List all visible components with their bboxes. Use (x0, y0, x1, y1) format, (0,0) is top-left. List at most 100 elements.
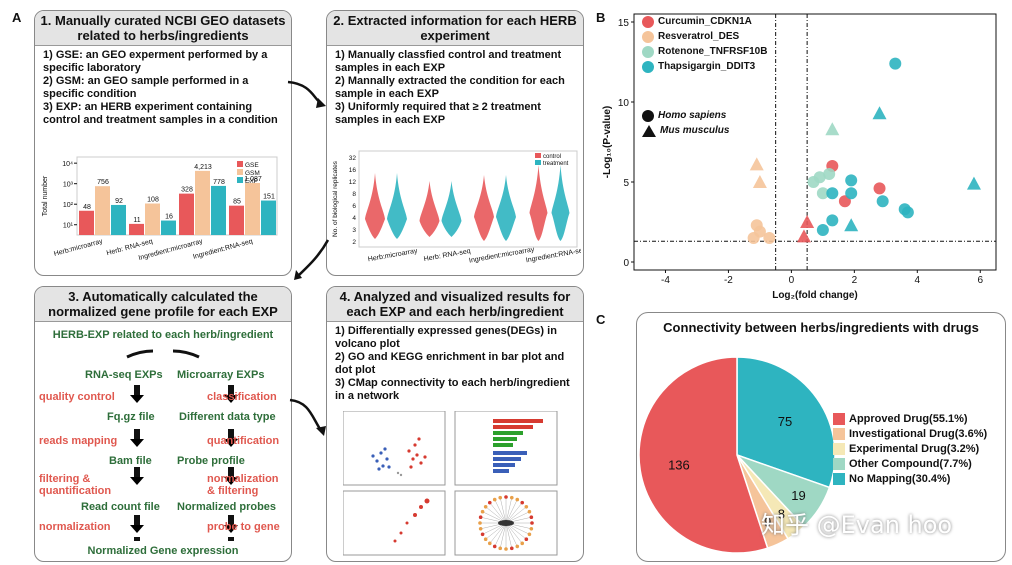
box-visualized-results: 4. Analyzed and visualized results for e… (326, 286, 584, 562)
pie-legend-label: Experimental Drug(3.2%) (849, 442, 980, 455)
step-fq-file: Fq.gz file (107, 411, 155, 423)
op-normalization-filtering: normalization & filtering (207, 473, 279, 497)
bar-value-label: 328 (181, 187, 193, 194)
bar-legend-label: GSM (245, 170, 260, 177)
volcano-point (844, 218, 859, 232)
network-edge (505, 522, 523, 544)
box-extracted-info: 2. Extracted information for each HERB e… (326, 10, 584, 276)
volcano-xtick-label: 2 (852, 275, 858, 286)
bar-exp (261, 200, 276, 235)
rna-seq-head: RNA-seq EXPs (85, 369, 163, 381)
network-node (498, 495, 503, 500)
bar-exp (111, 204, 126, 235)
volcano-point (889, 57, 902, 70)
violin-ytick-label: 3 (352, 227, 356, 234)
violin-legend-label: treatment (543, 161, 569, 167)
bar-value-label: 4,213 (194, 164, 212, 171)
network-node (480, 509, 485, 514)
box2-title: 2. Extracted information for each HERB e… (327, 11, 583, 46)
panel-label-c: C (596, 312, 606, 327)
network-edge (489, 522, 507, 544)
step-normalized-probes: Normalized probes (177, 501, 277, 513)
volcano-point (752, 175, 767, 188)
pie-legend-item: No Mapping(30.4%) (833, 471, 987, 486)
pie-legend-item: Other Compound(7.7%) (833, 456, 987, 471)
network-edge (494, 499, 507, 524)
volcano-thumbnail (343, 411, 446, 486)
volcano-point (813, 171, 826, 184)
violin-control (529, 165, 548, 241)
volcano-ylabel: -Log₁₀(P-value) (602, 106, 613, 179)
volcano-plot: -4 -2 0 2 4 6 0 5 10 15 Log₂(fold change) -Log₁₀(P-… (602, 13, 997, 301)
network-node (529, 515, 534, 520)
result-thumbnails (343, 411, 558, 556)
violin-treatment (496, 175, 516, 241)
volcano-xtick-label: 4 (915, 275, 921, 286)
op-probe-to-gene: probe to gene (207, 521, 280, 533)
volcano-point (826, 187, 839, 200)
pie-legend-item: Approved Drug(55.1%) (833, 411, 987, 426)
network-node (504, 495, 508, 499)
bar-value-label: 85 (233, 199, 241, 206)
down-arrow-shaft (228, 467, 234, 477)
volcano-point (901, 206, 914, 219)
volcano-point (800, 215, 815, 228)
box-curated-datasets: 1. Manually curated NCBI GEO datasets re… (34, 10, 292, 276)
volcano-xtick-label: 6 (977, 275, 983, 286)
box1-title: 1. Manually curated NCBI GEO datasets re… (35, 11, 291, 46)
box2-item-2: 2) Mannally extracted the condition for … (335, 75, 565, 100)
volcano-point (763, 232, 776, 244)
step-bam-file: Bam file (109, 455, 152, 467)
step-read-count: Read count file (81, 501, 160, 513)
volcano-ytick-label: 5 (623, 178, 629, 189)
network-node (530, 521, 534, 525)
network-edge (505, 502, 523, 524)
network-node (492, 497, 497, 502)
volcano-legend: Curcumin_CDKN1A Resveratrol_DES Rotenone_T… (642, 14, 767, 74)
volcano-ytick-label: 0 (623, 258, 629, 269)
pie-slice (638, 356, 769, 554)
violin-control (474, 175, 494, 241)
bar-legend-swatch (237, 169, 243, 175)
op-filtering: filtering & quantification (39, 473, 112, 497)
box2-item-1: 1) Manually classfied control and treatm… (335, 49, 562, 74)
pie-legend-label: Other Compound(7.7%) (849, 457, 972, 470)
bar-ytick-label: 10⁴ (62, 161, 73, 168)
volcano-point (845, 187, 858, 200)
legend-dot-icon (642, 30, 654, 43)
down-arrow-shaft (134, 515, 140, 525)
volcano-point (872, 106, 887, 120)
violin-ytick-label: 2 (352, 239, 356, 246)
bar-gsm (195, 170, 210, 235)
box4-item-2: 2) GO and KEGG enrichment in bar plot an… (335, 351, 565, 376)
network-node (498, 546, 503, 551)
microarray-head: Microarray EXPs (177, 369, 265, 381)
volcano-xlabel: Log₂(fold change) (772, 290, 858, 301)
volcano-xtick-label: -2 (724, 275, 733, 286)
volcano-point (747, 232, 760, 244)
volcano-legend-item: Resveratrol_DES (642, 29, 767, 44)
op-classification: classification (207, 391, 277, 403)
bar-gse (129, 223, 144, 235)
network-node (520, 500, 525, 505)
bar-gse (229, 205, 244, 235)
network-node (478, 521, 482, 525)
violin-treatment (387, 173, 407, 239)
enrichment-thumb-bars (493, 419, 543, 473)
volcano-legend-item: Thapsigargin_DDIT3 (642, 59, 767, 74)
box4-item-3: 3) CMap connectivity to each herb/ingred… (335, 377, 570, 402)
op-quantification: quantification (207, 435, 280, 447)
bar-legend-label: GSE (245, 162, 259, 169)
violin-ytick-label: 6 (352, 203, 356, 210)
volcano-point (873, 182, 886, 195)
bar-value-label: 92 (115, 198, 123, 205)
volcano-ytick-label: 15 (618, 18, 630, 29)
shape-legend-homo: Homo sapiens (658, 110, 727, 121)
down-arrow-shaft (228, 429, 234, 439)
legend-swatch-icon (833, 472, 845, 485)
violin-ytick-label: 16 (349, 167, 357, 174)
network-edge (505, 522, 518, 547)
network-node (478, 515, 483, 520)
bar-value-label: 778 (213, 179, 225, 186)
volcano-legend-label: Curcumin_CDKN1A (658, 16, 752, 27)
